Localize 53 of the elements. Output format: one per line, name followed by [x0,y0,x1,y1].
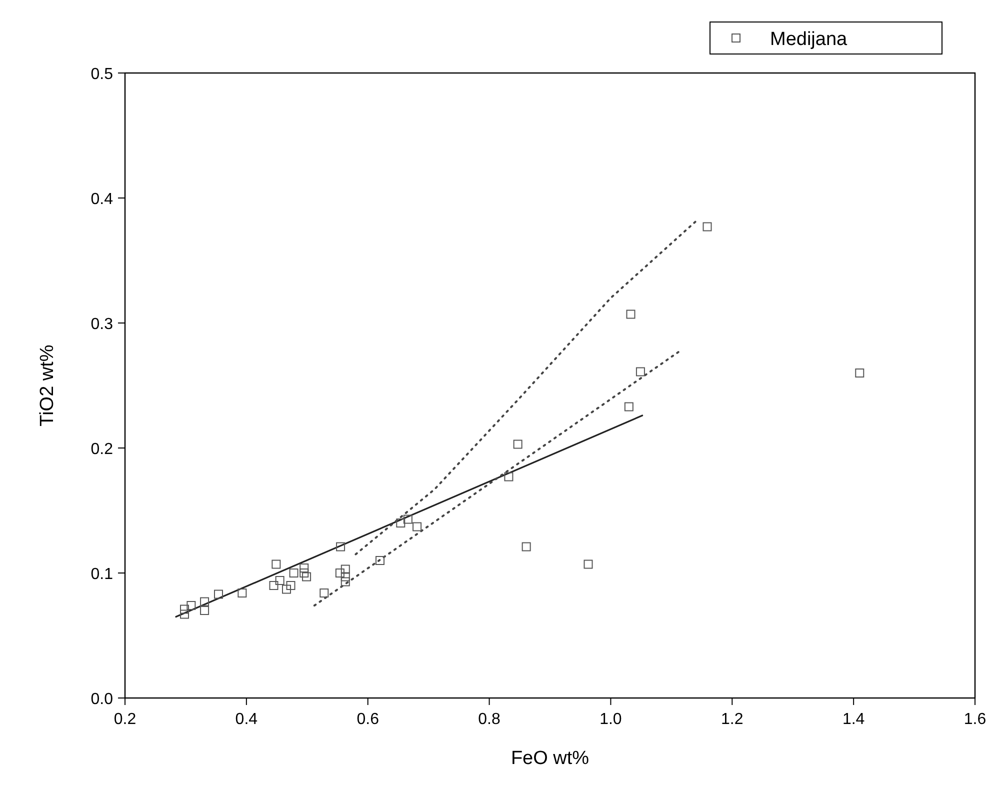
point [584,560,593,569]
point [340,572,350,582]
point [214,590,223,599]
point [702,222,712,232]
point [200,597,210,606]
point [320,588,329,598]
y-tick-label: 0.4 [90,191,114,208]
point [200,606,210,615]
x-tick-label: 1.2 [721,711,744,728]
x-tick-label: 0.2 [114,711,136,728]
y-tick-label: 0.0 [90,691,114,708]
point [412,522,422,532]
point [376,556,384,565]
point [180,610,189,619]
point [186,601,196,610]
legend-label: Medijana [770,29,848,50]
point [275,576,284,585]
y-tick-label: 0.1 [90,566,114,583]
line-series [354,218,700,556]
point [855,368,864,378]
x-tick-label: 1.6 [964,711,986,728]
x-axis-title: FeO wt% [510,748,590,769]
x-tick-label: 0.6 [356,711,380,728]
point [513,440,522,449]
point [336,542,346,552]
point [335,568,344,578]
point [300,564,309,572]
y-tick-label: 0.2 [90,441,114,458]
point [340,577,350,586]
y-axis-title: TiO2 wt% [37,344,58,426]
point [272,560,281,569]
point [269,581,278,590]
point [626,310,636,319]
point [396,518,406,528]
y-tick-label: 0.5 [90,66,114,83]
x-tick-label: 0.8 [478,711,501,728]
point [624,402,634,412]
x-tick-label: 1.0 [600,711,622,728]
point [238,588,247,598]
point [302,572,312,582]
y-tick-label: 0.3 [90,316,114,333]
point [403,514,412,524]
point [636,367,645,376]
x-tick-label: 1.4 [842,711,865,728]
point [300,568,309,578]
point [340,564,350,574]
point [282,584,291,594]
point [286,581,296,590]
point [504,472,514,482]
point [522,542,531,552]
point [180,604,189,614]
x-tick-label: 0.4 [235,711,258,728]
point [289,568,298,578]
